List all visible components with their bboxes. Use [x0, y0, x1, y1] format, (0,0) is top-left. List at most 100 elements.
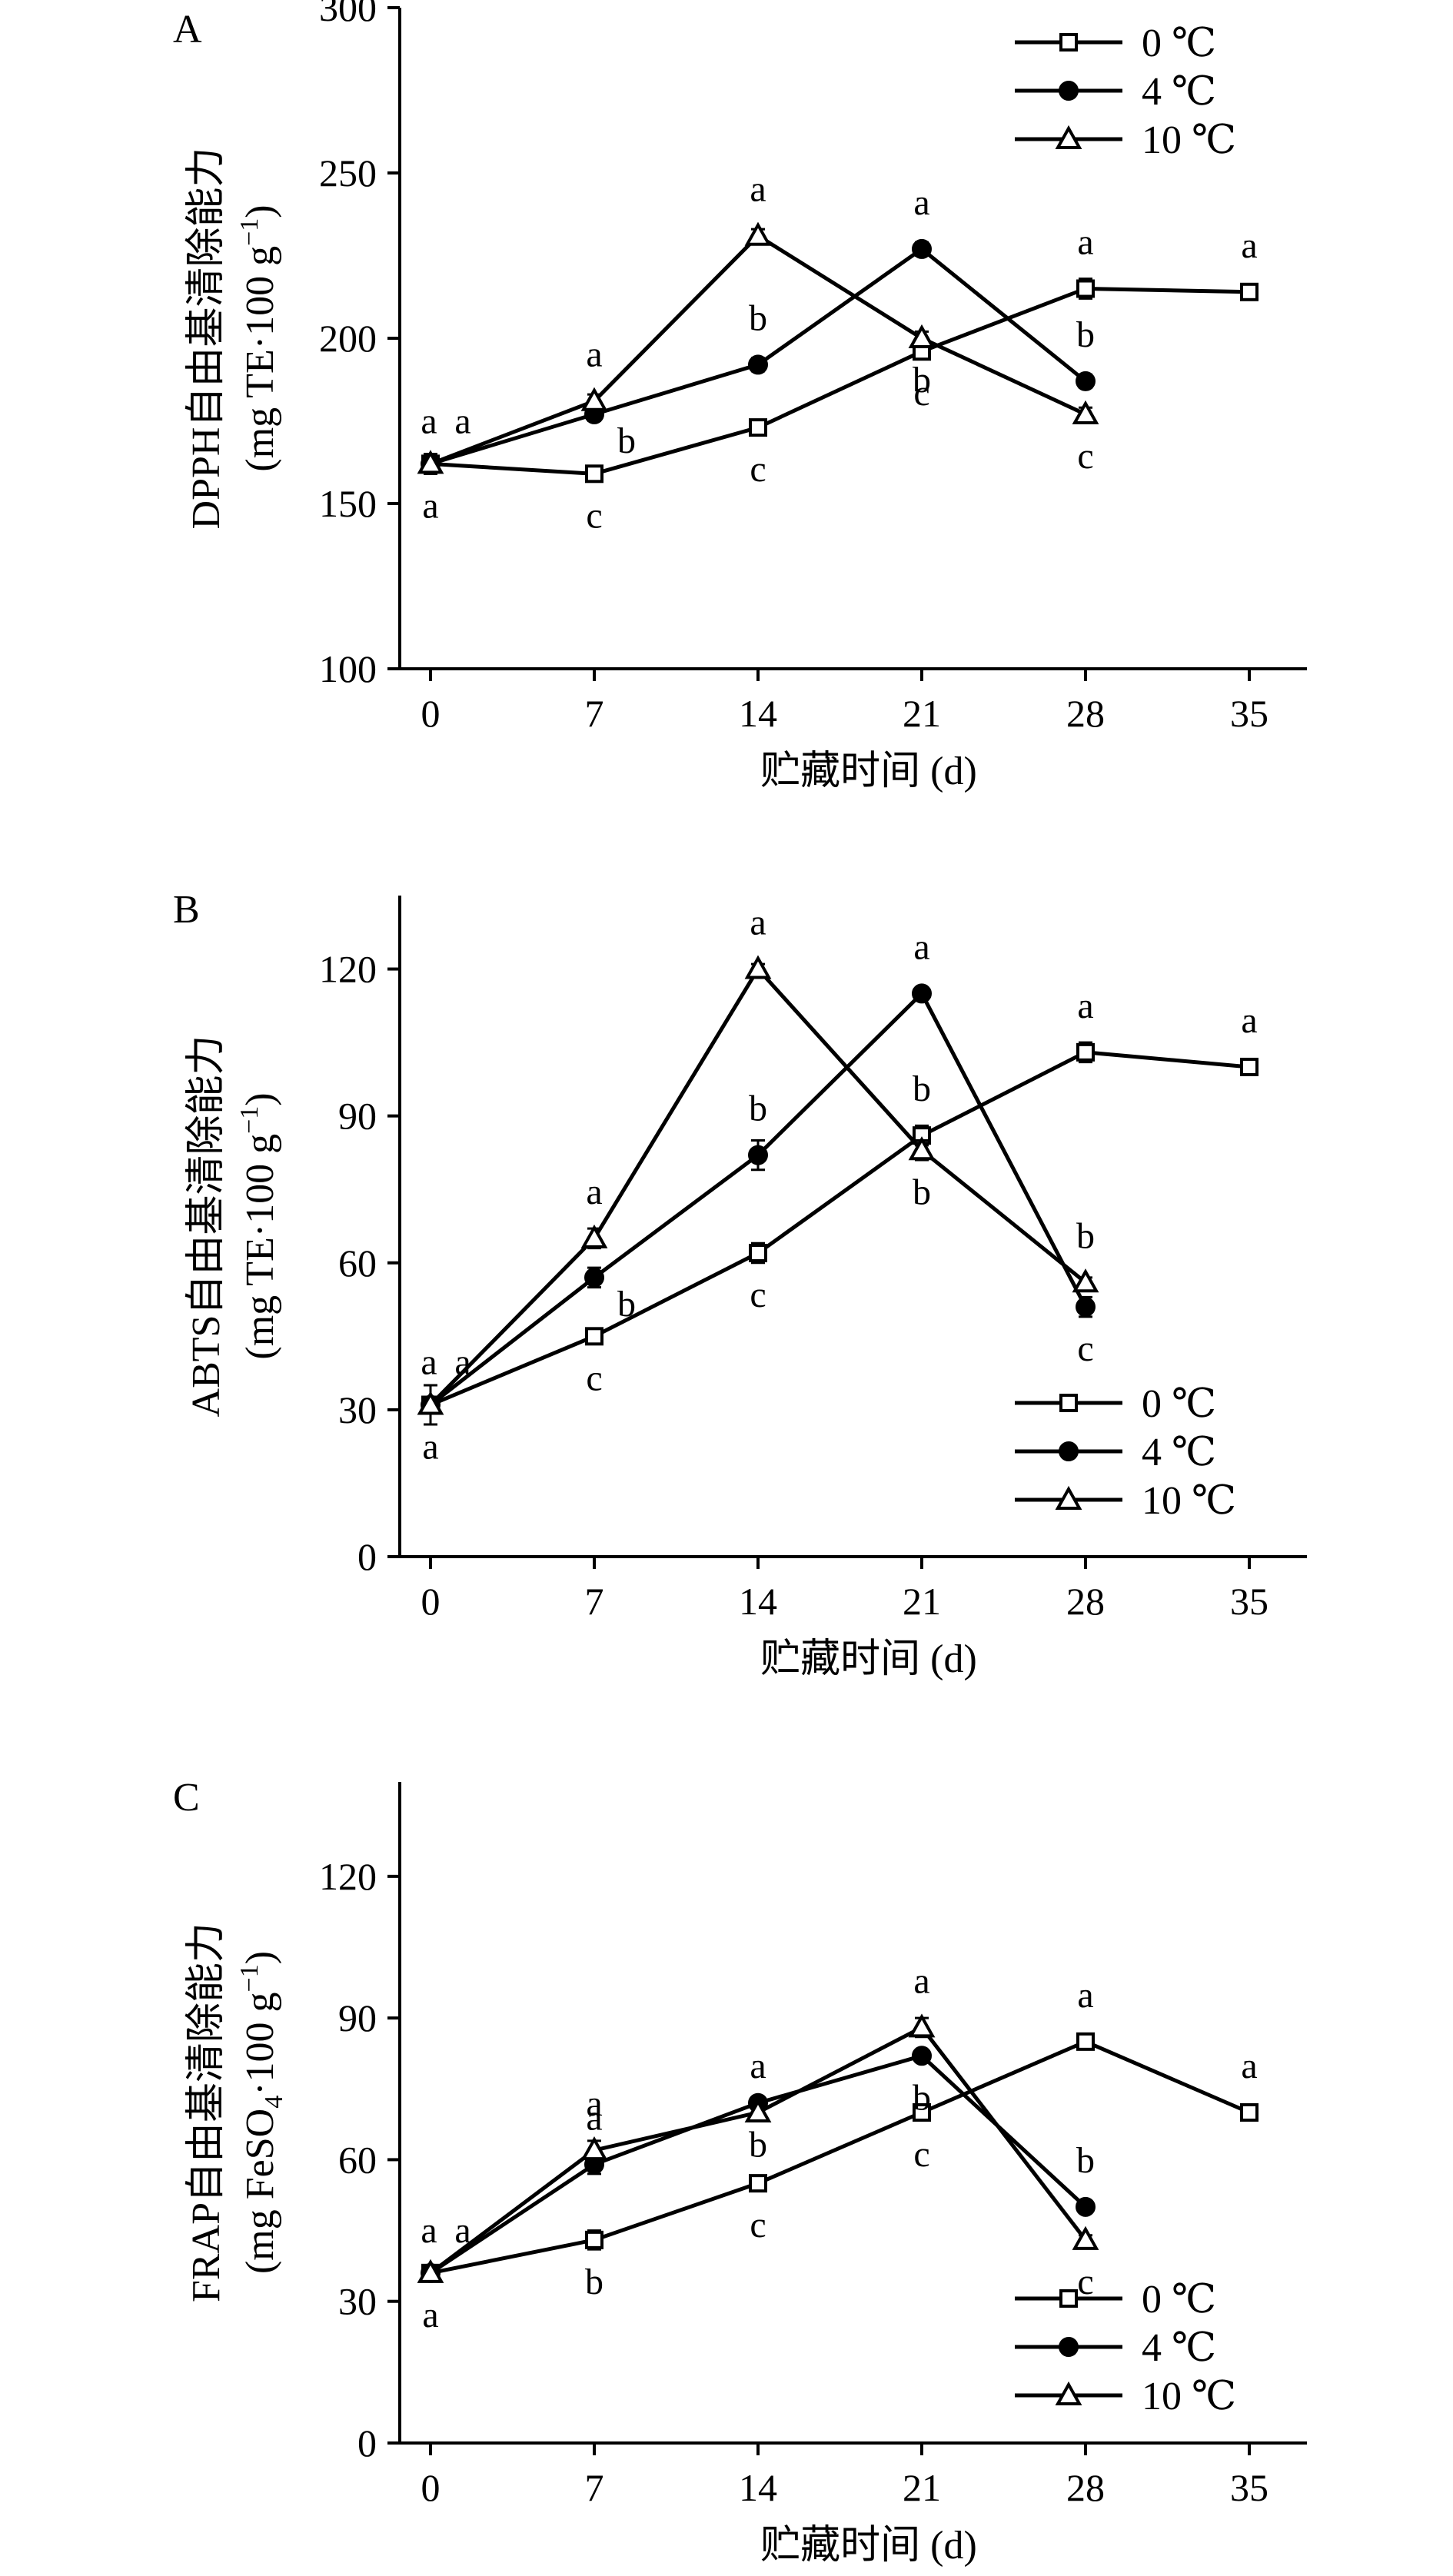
marker-square — [585, 464, 603, 484]
x-tick-label: 21 — [903, 1580, 941, 1623]
marker-triangle — [1055, 125, 1082, 149]
panel-letter: C — [173, 1776, 200, 1820]
legend: 0 ℃4 ℃ 10 ℃ — [1015, 2278, 1236, 2418]
significance-letter: a — [750, 902, 766, 943]
x-tick-label: 0 — [421, 692, 441, 735]
legend-label: 0 ℃ — [1142, 1382, 1216, 1426]
marker-square — [1240, 1057, 1258, 1076]
significance-letter: b — [749, 297, 767, 338]
x-tick-label: 21 — [903, 692, 941, 735]
unit-superscript: −1 — [235, 1106, 264, 1134]
marker-circle — [1076, 371, 1096, 391]
marker-triangle — [744, 221, 772, 246]
marker-square — [749, 2174, 767, 2193]
x-tick-label: 7 — [585, 2466, 604, 2509]
marker-circle — [912, 983, 932, 1004]
y-tick-label: 0 — [357, 1535, 377, 1578]
y-tick-label: 90 — [338, 1996, 377, 2039]
y-tick-label: 250 — [319, 151, 377, 194]
y-axis-unit: (mg TE·100 g−1) — [235, 1092, 282, 1359]
x-tick-label: 28 — [1066, 692, 1105, 735]
significance-letter: a — [913, 182, 929, 223]
marker-square — [1059, 2289, 1078, 2308]
marker-circle — [584, 1267, 604, 1288]
marker-circle — [912, 2046, 932, 2066]
unit-part: ) — [238, 1092, 282, 1105]
marker-triangle — [417, 1391, 444, 1415]
marker-triangle — [908, 324, 936, 348]
significance-letter: a — [454, 2210, 470, 2251]
marker-circle — [1076, 2196, 1096, 2217]
chart-panel-b: 0 30 60 90 120 0 7 14 21 28 35 贮藏时间 (d) ABTS自由基清除能力(… — [173, 888, 1307, 1681]
x-axis-title: 贮藏时间 (d) — [760, 750, 977, 793]
marker-triangle — [417, 450, 444, 474]
series-line — [430, 2039, 1250, 2275]
significance-letter: a — [421, 401, 437, 441]
series-line — [429, 990, 1088, 1407]
marker-square — [1076, 2032, 1095, 2051]
marker-triangle — [580, 387, 608, 411]
unit-part: (mg FeSO — [238, 2109, 282, 2274]
significance-letter: c — [586, 1358, 602, 1398]
significance-letter: c — [750, 2205, 766, 2245]
significance-letter: a — [1077, 986, 1093, 1026]
significance-letter: a — [586, 2083, 602, 2124]
marker-circle — [1076, 1297, 1096, 1318]
marker-triangle — [580, 1224, 608, 1248]
y-tick-label: 100 — [319, 647, 377, 690]
significance-letter: a — [586, 2098, 602, 2139]
unit-subscript: 4 — [260, 2096, 288, 2109]
marker-circle — [1059, 81, 1079, 101]
marker-square — [1059, 1394, 1078, 1412]
unit-superscript: −1 — [235, 1964, 264, 1992]
y-axis-unit: (mg FeSO4·100 g−1) — [235, 1951, 288, 2274]
y-tick-label: 30 — [338, 1388, 377, 1431]
marker-square — [749, 1244, 767, 1263]
x-axis-title: 贮藏时间 (d) — [760, 1637, 977, 1681]
y-axis-title: FRAP自由基清除能力 — [185, 1923, 228, 2302]
x-tick-label: 35 — [1230, 1580, 1268, 1623]
significance-letter: c — [750, 1275, 766, 1315]
marker-square — [1240, 282, 1258, 301]
legend-label: 4 ℃ — [1142, 2326, 1216, 2370]
significance-letter: b — [617, 1284, 636, 1325]
significance-letter: b — [1076, 2140, 1095, 2181]
marker-triangle — [908, 1136, 936, 1161]
x-tick-label: 7 — [585, 1580, 604, 1623]
legend-label: 0 ℃ — [1142, 2278, 1216, 2322]
significance-letter: a — [421, 1342, 437, 1383]
marker-triangle — [1072, 2225, 1099, 2250]
significance-letter: a — [1077, 1975, 1093, 2016]
marker-triangle — [1072, 1268, 1099, 1293]
x-tick-label: 14 — [739, 2466, 777, 2509]
significance-letter: a — [913, 1960, 929, 2001]
legend-label: 0 ℃ — [1142, 22, 1216, 65]
y-tick-label: 60 — [338, 1241, 377, 1285]
marker-square — [913, 2103, 931, 2122]
significance-letter: b — [1076, 1215, 1095, 1256]
x-axis-title: 贮藏时间 (d) — [760, 2524, 977, 2568]
unit-part: ) — [238, 204, 282, 218]
significance-letter: b — [913, 2077, 931, 2118]
x-tick-label: 0 — [421, 2466, 441, 2509]
significance-letter: c — [913, 2134, 929, 2175]
y-tick-label: 30 — [338, 2280, 377, 2323]
marker-circle — [1059, 2337, 1079, 2357]
significance-letter: a — [1241, 1000, 1257, 1041]
significance-letter: a — [750, 169, 766, 210]
y-tick-label: 200 — [319, 317, 377, 360]
significance-letter: b — [913, 1172, 931, 1212]
marker-square — [1076, 1042, 1095, 1062]
y-tick-label: 300 — [319, 0, 377, 29]
significance-letter: a — [913, 926, 929, 967]
significance-letter: a — [586, 334, 602, 375]
significance-letter: c — [586, 495, 602, 536]
unit-superscript: −1 — [235, 218, 264, 246]
significance-letter: a — [1241, 2046, 1257, 2086]
chart-panel-c: 0 30 60 90 120 0 7 14 21 28 35 贮藏时间 (d) FRAP自由基清除能力(… — [173, 1776, 1307, 2568]
y-tick-label: 120 — [319, 1855, 377, 1898]
significance-letter: c — [1077, 1328, 1093, 1369]
